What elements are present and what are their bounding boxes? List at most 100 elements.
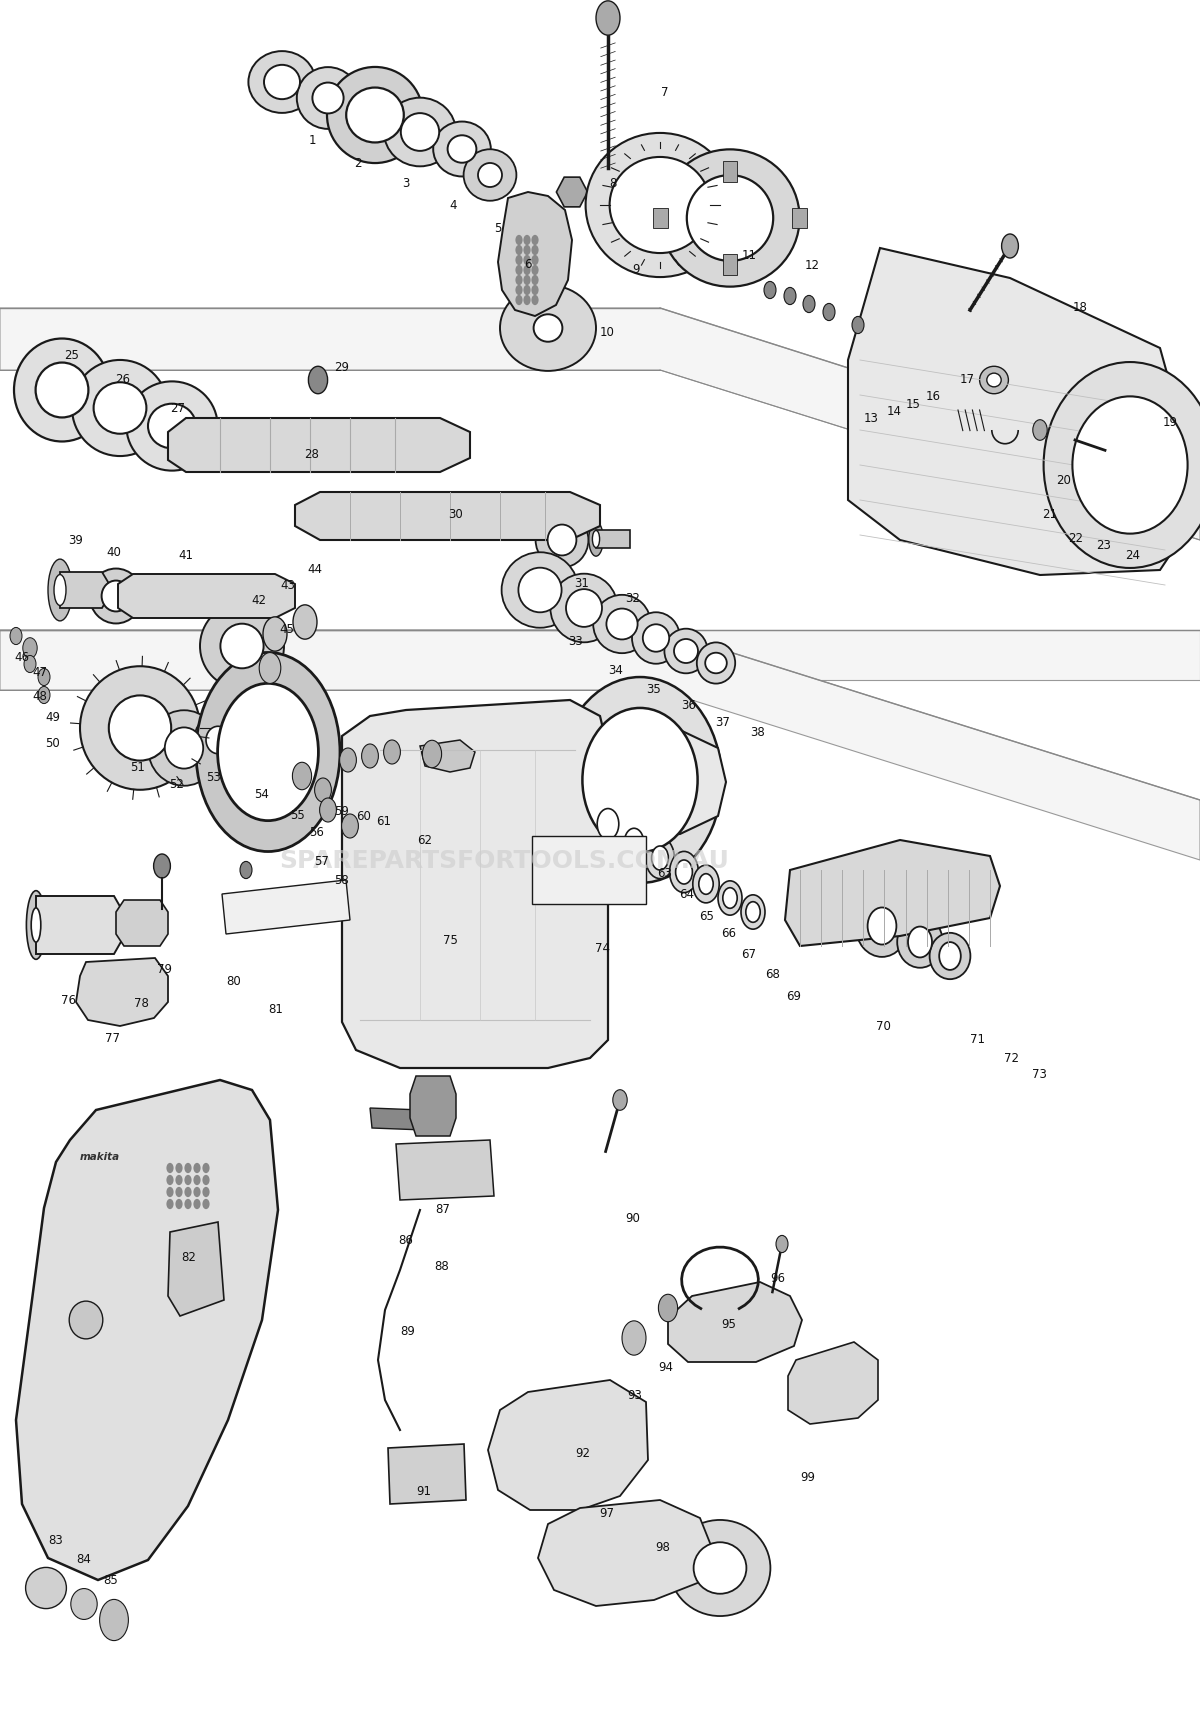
Circle shape bbox=[167, 1163, 174, 1174]
Circle shape bbox=[185, 1199, 192, 1210]
Circle shape bbox=[532, 275, 539, 285]
Ellipse shape bbox=[566, 589, 602, 626]
Circle shape bbox=[293, 762, 312, 789]
Ellipse shape bbox=[547, 525, 576, 556]
Ellipse shape bbox=[221, 623, 264, 668]
Text: 27: 27 bbox=[170, 402, 185, 415]
Circle shape bbox=[340, 748, 356, 772]
Circle shape bbox=[193, 1199, 200, 1210]
Text: 33: 33 bbox=[569, 635, 583, 649]
Polygon shape bbox=[388, 1443, 466, 1503]
Polygon shape bbox=[222, 880, 350, 934]
Text: 41: 41 bbox=[179, 549, 193, 563]
Ellipse shape bbox=[126, 381, 217, 470]
Circle shape bbox=[263, 616, 287, 650]
Circle shape bbox=[532, 264, 539, 275]
Text: 80: 80 bbox=[227, 975, 241, 988]
Circle shape bbox=[523, 285, 530, 295]
Text: 93: 93 bbox=[628, 1388, 642, 1402]
Text: 34: 34 bbox=[608, 664, 623, 678]
Ellipse shape bbox=[72, 360, 168, 456]
Text: 72: 72 bbox=[1004, 1052, 1019, 1066]
Text: 3: 3 bbox=[402, 177, 409, 190]
Text: 45: 45 bbox=[280, 623, 294, 637]
Polygon shape bbox=[60, 571, 108, 607]
Text: 18: 18 bbox=[1073, 300, 1087, 314]
Circle shape bbox=[596, 0, 620, 34]
Text: 66: 66 bbox=[721, 927, 736, 940]
Text: 64: 64 bbox=[679, 887, 694, 901]
Text: 47: 47 bbox=[32, 666, 47, 680]
Text: 4: 4 bbox=[450, 199, 457, 213]
Ellipse shape bbox=[347, 88, 403, 142]
Text: 95: 95 bbox=[721, 1318, 736, 1332]
Circle shape bbox=[193, 1187, 200, 1198]
Text: 96: 96 bbox=[770, 1272, 785, 1285]
Ellipse shape bbox=[36, 362, 89, 417]
Text: 90: 90 bbox=[625, 1211, 640, 1225]
Ellipse shape bbox=[940, 942, 961, 970]
Circle shape bbox=[523, 264, 530, 275]
Text: 20: 20 bbox=[1056, 474, 1070, 487]
Text: 61: 61 bbox=[377, 815, 391, 829]
Polygon shape bbox=[0, 630, 1200, 860]
Ellipse shape bbox=[54, 575, 66, 606]
Circle shape bbox=[784, 287, 796, 304]
Ellipse shape bbox=[326, 67, 424, 163]
Polygon shape bbox=[342, 700, 608, 1067]
Text: 30: 30 bbox=[449, 508, 463, 522]
Ellipse shape bbox=[745, 901, 761, 921]
Polygon shape bbox=[168, 419, 470, 472]
Circle shape bbox=[293, 604, 317, 638]
Text: 43: 43 bbox=[281, 578, 295, 592]
Text: 67: 67 bbox=[742, 947, 756, 961]
Text: 16: 16 bbox=[926, 390, 941, 403]
Text: 44: 44 bbox=[307, 563, 322, 577]
Circle shape bbox=[516, 256, 523, 266]
Text: 7: 7 bbox=[661, 86, 668, 100]
Circle shape bbox=[314, 777, 331, 801]
Ellipse shape bbox=[500, 285, 596, 371]
Ellipse shape bbox=[908, 927, 932, 958]
Ellipse shape bbox=[722, 887, 737, 908]
Text: 23: 23 bbox=[1097, 539, 1111, 553]
Text: 88: 88 bbox=[434, 1260, 449, 1273]
Polygon shape bbox=[420, 740, 475, 772]
Text: 52: 52 bbox=[169, 777, 184, 791]
Circle shape bbox=[23, 638, 37, 659]
Text: 57: 57 bbox=[314, 855, 329, 868]
Ellipse shape bbox=[632, 613, 680, 664]
Ellipse shape bbox=[90, 568, 143, 623]
Circle shape bbox=[185, 1187, 192, 1198]
Text: 6: 6 bbox=[524, 257, 532, 271]
Circle shape bbox=[523, 275, 530, 285]
Text: 49: 49 bbox=[46, 710, 60, 724]
Text: 83: 83 bbox=[48, 1534, 62, 1548]
Text: 26: 26 bbox=[115, 372, 130, 386]
Text: 2: 2 bbox=[354, 156, 361, 170]
Text: 21: 21 bbox=[1043, 508, 1057, 522]
Polygon shape bbox=[788, 1342, 878, 1424]
Bar bbox=[653, 208, 667, 228]
Text: 82: 82 bbox=[181, 1251, 196, 1265]
Text: 59: 59 bbox=[335, 805, 349, 819]
Bar bbox=[533, 836, 647, 904]
Ellipse shape bbox=[384, 98, 456, 166]
Text: 54: 54 bbox=[254, 788, 269, 801]
Ellipse shape bbox=[26, 891, 46, 959]
Polygon shape bbox=[557, 177, 588, 208]
Bar bbox=[722, 161, 737, 182]
Ellipse shape bbox=[1073, 396, 1188, 534]
Ellipse shape bbox=[676, 860, 692, 884]
Text: 48: 48 bbox=[32, 690, 47, 704]
Polygon shape bbox=[848, 249, 1180, 575]
Polygon shape bbox=[668, 1282, 802, 1363]
Text: 73: 73 bbox=[1032, 1067, 1046, 1081]
Ellipse shape bbox=[551, 573, 618, 642]
Ellipse shape bbox=[610, 156, 710, 252]
Text: 55: 55 bbox=[290, 808, 305, 822]
Text: 39: 39 bbox=[68, 534, 83, 547]
Ellipse shape bbox=[217, 683, 318, 820]
Circle shape bbox=[776, 1236, 788, 1253]
Ellipse shape bbox=[71, 1589, 97, 1620]
